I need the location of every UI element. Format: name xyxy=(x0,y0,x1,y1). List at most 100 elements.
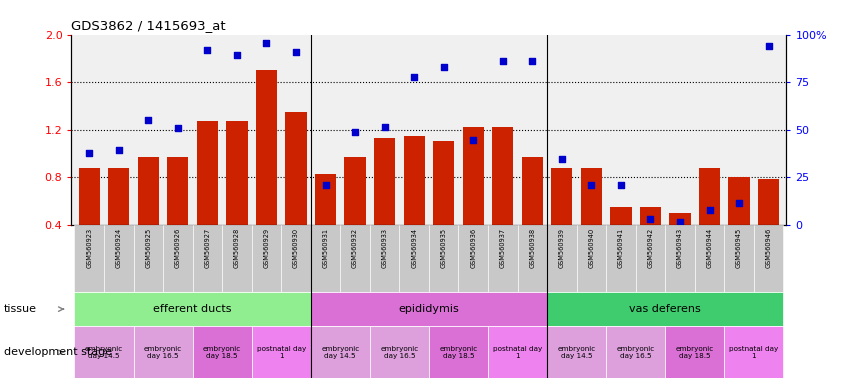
Point xyxy=(201,47,214,53)
Bar xyxy=(547,225,577,292)
Point xyxy=(674,219,687,225)
Text: GSM560932: GSM560932 xyxy=(352,228,358,268)
Bar xyxy=(163,225,193,292)
Bar xyxy=(345,157,366,225)
Point xyxy=(467,137,480,143)
Point xyxy=(526,58,539,64)
Text: GSM560925: GSM560925 xyxy=(145,228,151,268)
Bar xyxy=(134,225,163,292)
Bar xyxy=(606,326,665,378)
Point xyxy=(762,43,775,50)
Point xyxy=(171,125,184,131)
Text: GSM560924: GSM560924 xyxy=(116,228,122,268)
Point xyxy=(141,117,155,123)
Bar xyxy=(281,225,311,292)
Text: GSM560929: GSM560929 xyxy=(263,228,269,268)
Text: GSM560926: GSM560926 xyxy=(175,228,181,268)
Text: epididymis: epididymis xyxy=(399,304,459,314)
Point xyxy=(289,49,303,55)
Text: GSM560942: GSM560942 xyxy=(648,228,653,268)
Bar xyxy=(75,326,134,378)
Bar xyxy=(251,326,311,378)
Point xyxy=(230,52,244,58)
Text: GSM560939: GSM560939 xyxy=(558,228,565,268)
Bar xyxy=(222,225,251,292)
Bar xyxy=(640,207,661,225)
Point xyxy=(378,124,391,130)
Bar xyxy=(551,168,573,225)
Bar xyxy=(311,225,341,292)
Point xyxy=(112,147,125,153)
Bar xyxy=(754,225,783,292)
Bar xyxy=(197,121,218,225)
Bar xyxy=(521,157,543,225)
Bar xyxy=(517,225,547,292)
Bar xyxy=(404,136,425,225)
Text: GSM560945: GSM560945 xyxy=(736,228,742,268)
Text: GSM560928: GSM560928 xyxy=(234,228,240,268)
Text: GSM560935: GSM560935 xyxy=(441,228,447,268)
Bar xyxy=(226,121,247,225)
Bar xyxy=(665,326,724,378)
Bar xyxy=(665,225,695,292)
Bar xyxy=(138,157,159,225)
Bar xyxy=(429,326,488,378)
Text: postnatal day
1: postnatal day 1 xyxy=(729,346,779,359)
Bar xyxy=(256,70,277,225)
Text: GDS3862 / 1415693_at: GDS3862 / 1415693_at xyxy=(71,19,226,32)
Point xyxy=(555,156,569,162)
Bar xyxy=(108,168,130,225)
Bar xyxy=(758,179,780,225)
Text: GSM560930: GSM560930 xyxy=(293,228,299,268)
Bar xyxy=(251,225,281,292)
Bar xyxy=(341,225,370,292)
Point xyxy=(643,216,657,222)
Point xyxy=(348,129,362,135)
Text: embryonic
day 16.5: embryonic day 16.5 xyxy=(144,346,182,359)
Bar xyxy=(581,168,602,225)
Text: GSM560934: GSM560934 xyxy=(411,228,417,268)
Bar xyxy=(370,225,399,292)
Bar xyxy=(463,127,484,225)
Bar xyxy=(285,112,307,225)
Text: GSM560946: GSM560946 xyxy=(765,228,771,268)
Bar xyxy=(724,225,754,292)
Bar xyxy=(104,225,134,292)
Text: GSM560940: GSM560940 xyxy=(589,228,595,268)
Bar xyxy=(488,225,517,292)
Text: GSM560938: GSM560938 xyxy=(529,228,536,268)
Bar xyxy=(311,326,370,378)
Text: embryonic
day 18.5: embryonic day 18.5 xyxy=(439,346,478,359)
Point xyxy=(496,58,510,64)
Text: GSM560941: GSM560941 xyxy=(618,228,624,268)
Bar xyxy=(433,141,454,225)
Bar xyxy=(399,225,429,292)
Bar xyxy=(458,225,488,292)
Text: GSM560936: GSM560936 xyxy=(470,228,476,268)
Point xyxy=(584,182,598,189)
Bar xyxy=(636,225,665,292)
Bar xyxy=(311,292,547,326)
Text: development stage: development stage xyxy=(4,347,113,358)
Bar xyxy=(695,225,724,292)
Bar xyxy=(492,127,513,225)
Text: GSM560937: GSM560937 xyxy=(500,228,505,268)
Bar xyxy=(547,292,783,326)
Text: vas deferens: vas deferens xyxy=(629,304,701,314)
Text: GSM560927: GSM560927 xyxy=(204,228,210,268)
Bar xyxy=(315,174,336,225)
Text: GSM560931: GSM560931 xyxy=(322,228,329,268)
Bar xyxy=(193,326,251,378)
Bar xyxy=(488,326,547,378)
Bar xyxy=(75,225,104,292)
Text: embryonic
day 14.5: embryonic day 14.5 xyxy=(558,346,595,359)
Bar xyxy=(75,292,311,326)
Bar xyxy=(611,207,632,225)
Point xyxy=(703,207,717,214)
Bar xyxy=(429,225,458,292)
Text: tissue: tissue xyxy=(4,304,37,314)
Text: GSM560943: GSM560943 xyxy=(677,228,683,268)
Text: GSM560933: GSM560933 xyxy=(382,228,388,268)
Bar xyxy=(78,168,100,225)
Bar xyxy=(724,326,783,378)
